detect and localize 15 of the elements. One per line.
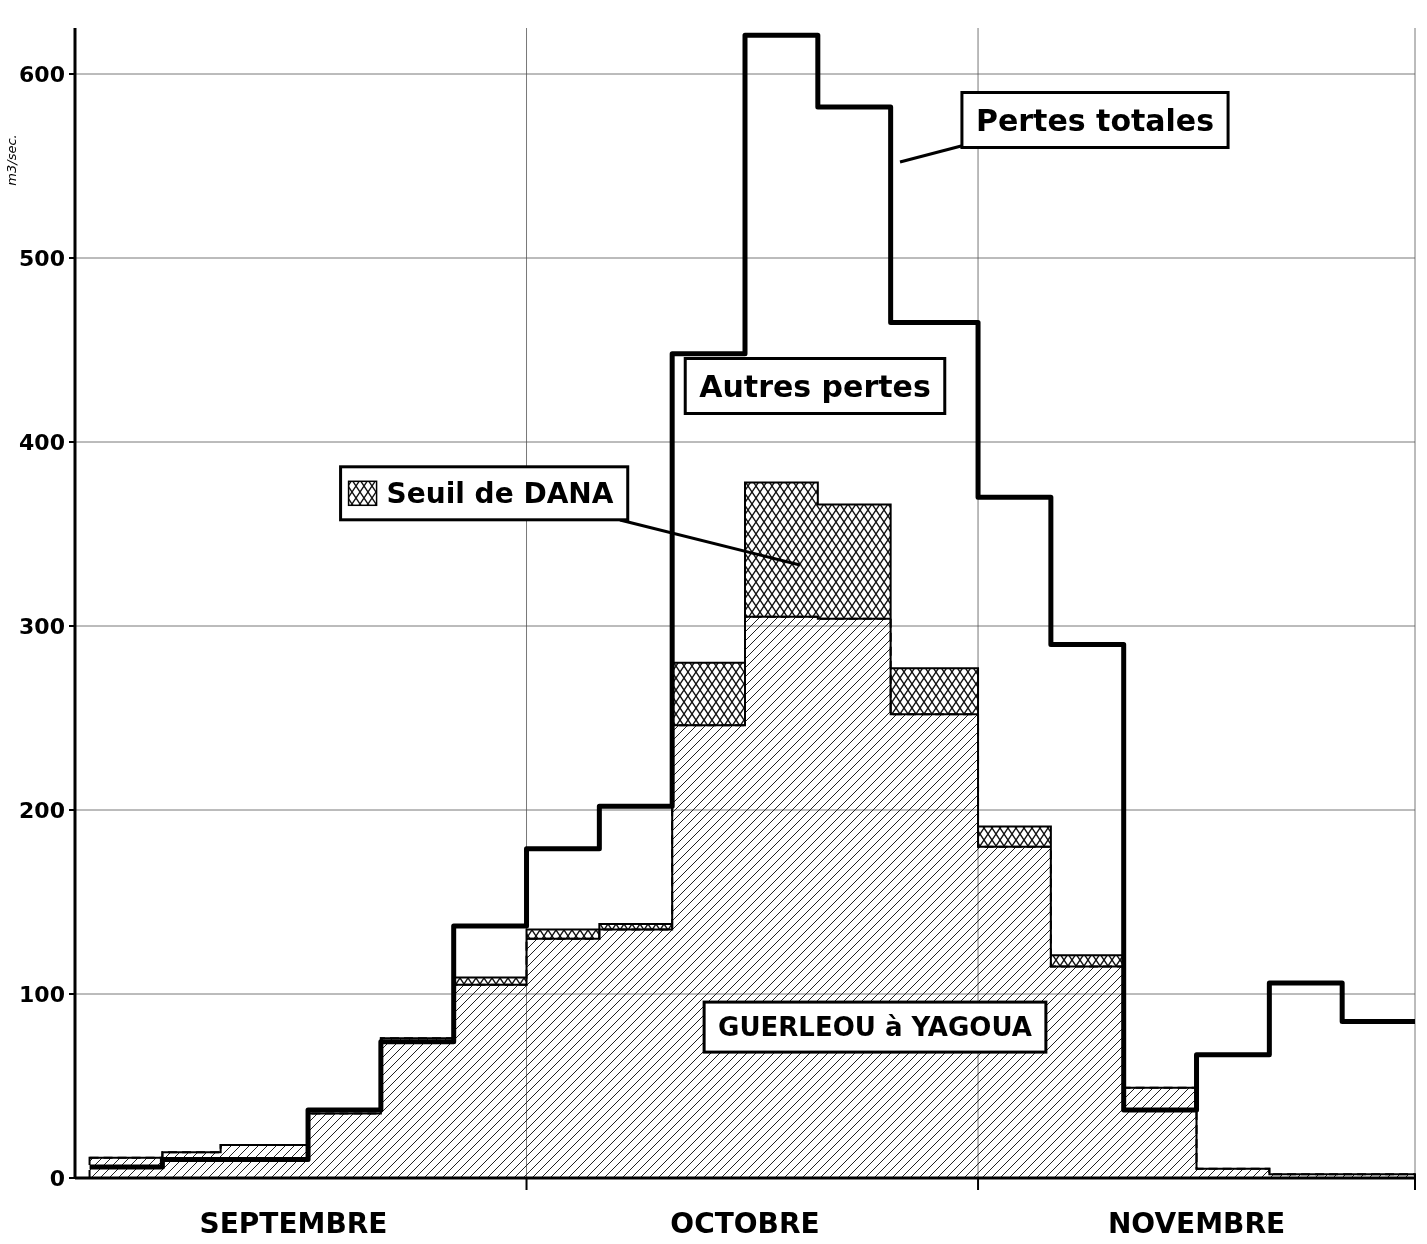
- x-tick-label: OCTOBRE: [670, 1207, 820, 1240]
- y-tick-label: 600: [19, 61, 65, 87]
- y-tick-label: 400: [19, 429, 65, 455]
- legend-label: Seuil de DANA: [386, 476, 614, 510]
- y-tick-label: 500: [19, 245, 65, 271]
- x-tick-label: NOVEMBRE: [1107, 1207, 1286, 1240]
- text: Pertes totales: [975, 102, 1215, 138]
- y-tick-label: 200: [19, 797, 65, 823]
- y-tick-label: 0: [49, 1165, 65, 1191]
- annotation: Autres pertes: [699, 368, 931, 404]
- x-tick-label: SEPTEMBRE: [199, 1207, 388, 1240]
- y-tick-label: 100: [19, 981, 65, 1007]
- y-axis-title: m3/sec.: [4, 134, 19, 186]
- series-label: GUERLEOU à YAGOUA: [718, 1012, 1032, 1043]
- y-tick-label: 300: [19, 613, 65, 639]
